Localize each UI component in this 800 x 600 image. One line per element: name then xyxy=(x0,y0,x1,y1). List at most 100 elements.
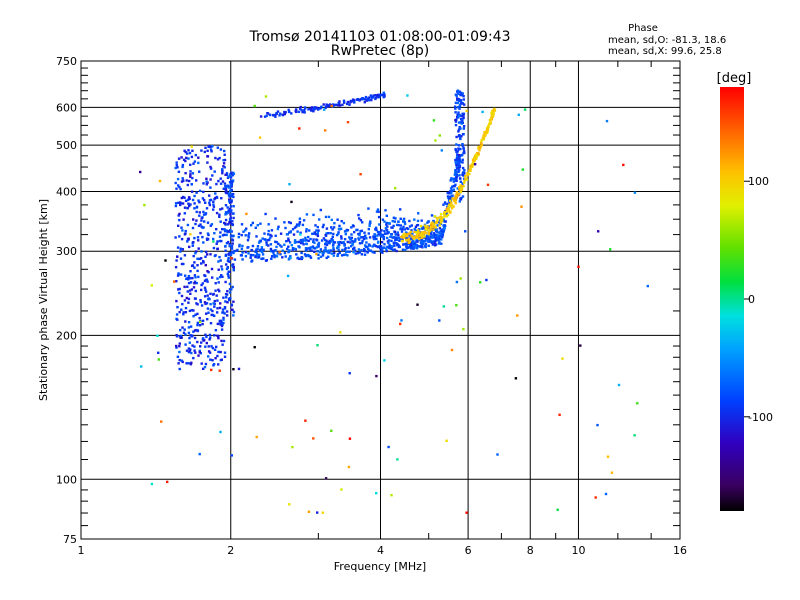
echo-point xyxy=(180,156,183,159)
echo-point xyxy=(211,276,214,279)
echo-point xyxy=(379,231,382,234)
echo-point xyxy=(325,250,329,253)
echo-point xyxy=(208,351,212,354)
echo-point xyxy=(463,179,466,183)
echo-point xyxy=(301,110,304,114)
echo-point xyxy=(357,213,360,217)
echo-point xyxy=(459,99,463,102)
echo-point xyxy=(220,268,224,271)
echo-point xyxy=(462,127,465,130)
echo-point xyxy=(381,246,384,250)
echo-point xyxy=(227,209,230,212)
echo-point xyxy=(176,246,180,249)
echo-point xyxy=(249,256,252,259)
echo-point xyxy=(190,361,193,364)
echo-point xyxy=(481,136,485,140)
echo-point xyxy=(227,274,230,277)
echo-point xyxy=(180,359,183,362)
echo-point xyxy=(274,234,277,237)
echo-point xyxy=(346,254,349,257)
echo-point xyxy=(206,280,209,283)
echo-point xyxy=(289,256,292,260)
echo-point xyxy=(346,240,349,244)
echo-point xyxy=(315,252,318,256)
echo-point xyxy=(380,229,383,232)
echo-point xyxy=(385,214,388,217)
echo-point xyxy=(403,220,406,224)
echo-point xyxy=(309,237,312,241)
echo-point xyxy=(212,302,215,305)
echo-point xyxy=(351,239,354,243)
echo-point xyxy=(315,229,318,232)
echo-point xyxy=(434,226,437,229)
echo-point xyxy=(202,367,205,370)
echo-point xyxy=(336,246,339,250)
echo-point xyxy=(448,199,452,202)
echo-point xyxy=(360,229,363,232)
echo-point xyxy=(342,221,346,225)
echo-point xyxy=(219,148,223,151)
echo-point xyxy=(255,252,259,255)
echo-point xyxy=(341,248,344,252)
echo-point xyxy=(193,194,196,198)
echo-point xyxy=(323,249,326,252)
echo-point xyxy=(417,245,420,248)
echo-point xyxy=(189,292,192,295)
echo-point xyxy=(456,113,459,116)
echo-point xyxy=(226,192,229,195)
echo-point xyxy=(219,430,222,434)
echo-point xyxy=(383,359,386,362)
echo-point xyxy=(327,255,330,258)
echo-point xyxy=(231,235,234,238)
echo-point xyxy=(263,232,266,235)
echo-point xyxy=(473,163,477,166)
echo-point xyxy=(462,95,465,98)
echo-point xyxy=(228,189,232,193)
echo-point xyxy=(196,257,199,260)
echo-point xyxy=(455,280,459,284)
echo-point xyxy=(449,190,453,193)
echo-point xyxy=(358,234,361,237)
echo-point xyxy=(415,231,418,234)
echo-point xyxy=(373,235,376,239)
echo-point xyxy=(458,107,461,110)
echo-point xyxy=(298,220,302,224)
echo-point xyxy=(191,176,194,180)
echo-point xyxy=(363,101,366,104)
echo-point xyxy=(181,229,184,232)
echo-point xyxy=(226,272,229,276)
echo-point xyxy=(458,98,461,101)
echo-point xyxy=(174,204,178,208)
echo-point xyxy=(199,300,202,304)
echo-point xyxy=(211,309,214,313)
echo-point xyxy=(461,92,464,95)
echo-point xyxy=(423,235,426,238)
echo-point xyxy=(193,349,196,352)
echo-point xyxy=(189,277,192,280)
echo-point xyxy=(392,236,396,239)
echo-point xyxy=(447,205,450,208)
echo-point xyxy=(183,233,187,236)
echo-point xyxy=(416,303,419,306)
echo-point xyxy=(230,257,233,260)
echo-point xyxy=(462,116,465,120)
echo-point xyxy=(184,199,188,202)
echo-point xyxy=(202,210,205,214)
echo-point xyxy=(336,218,339,221)
colorbar-label: [deg] xyxy=(717,71,752,86)
echo-point xyxy=(367,207,370,210)
echo-point xyxy=(225,296,228,299)
echo-point xyxy=(358,232,361,235)
echo-point xyxy=(227,175,230,178)
echo-point xyxy=(210,345,213,348)
echo-point xyxy=(398,245,401,249)
echo-point xyxy=(325,232,328,235)
echo-point xyxy=(230,180,233,184)
echo-point xyxy=(200,262,203,265)
echo-point xyxy=(226,301,229,304)
echo-point xyxy=(351,98,355,101)
echo-point xyxy=(455,191,459,194)
echo-point xyxy=(209,292,212,295)
echo-point xyxy=(194,153,197,157)
echo-point xyxy=(174,202,178,205)
